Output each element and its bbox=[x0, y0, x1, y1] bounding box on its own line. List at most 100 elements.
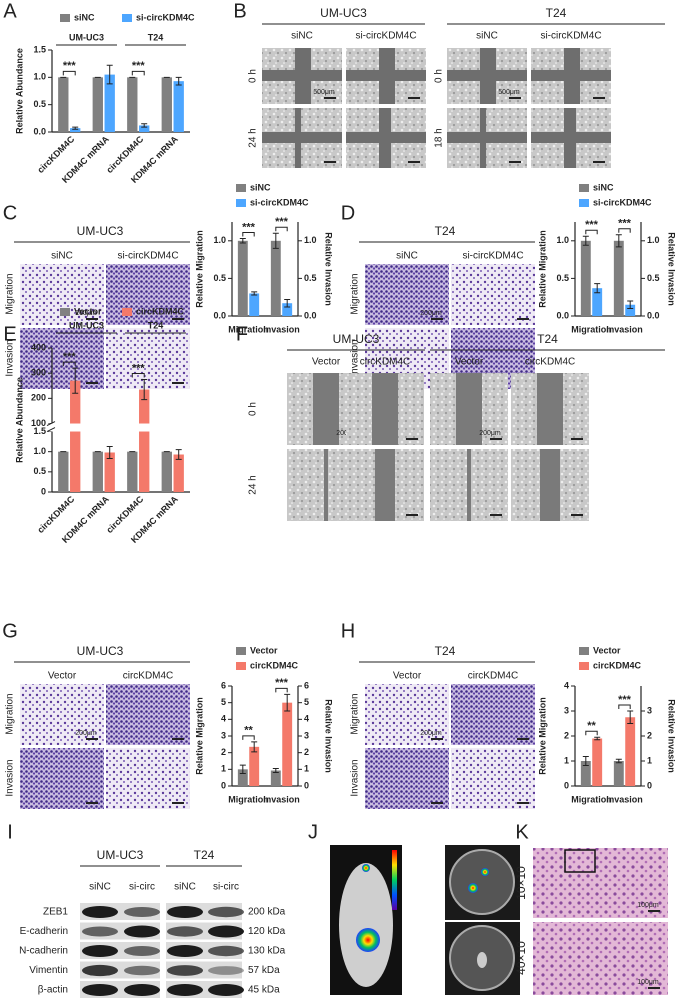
bar bbox=[613, 240, 624, 316]
legend-label: si-circKDM4C bbox=[250, 197, 309, 207]
image bbox=[451, 748, 535, 809]
significance-bracket bbox=[131, 372, 145, 378]
signal bbox=[481, 868, 489, 876]
error-bar bbox=[582, 235, 589, 246]
y-tick-label: 400 bbox=[31, 342, 46, 352]
break-mark bbox=[46, 427, 56, 432]
column-label: circKDM4C bbox=[468, 671, 519, 682]
legend-swatch bbox=[236, 647, 246, 655]
band bbox=[167, 926, 203, 937]
wound-gap bbox=[456, 373, 482, 445]
label: Relative Migration bbox=[537, 230, 547, 308]
error-bar bbox=[106, 445, 113, 460]
label: Migration bbox=[5, 693, 16, 734]
x-tick-label: Invasion bbox=[606, 794, 643, 804]
y2-tick-label: 5 bbox=[304, 697, 309, 707]
x-tick-label: Invasion bbox=[263, 324, 300, 334]
bar bbox=[92, 451, 103, 492]
wound-gap bbox=[531, 132, 611, 143]
tissue bbox=[477, 952, 487, 968]
panel-letter: C bbox=[3, 202, 17, 224]
band bbox=[124, 946, 160, 956]
bar bbox=[161, 451, 172, 492]
image bbox=[20, 328, 104, 389]
label: UM-UC3 bbox=[333, 332, 380, 346]
column-label: si-circKDM4C bbox=[355, 31, 416, 42]
column-label: siNC bbox=[89, 882, 111, 893]
y2-tick-label: 0.5 bbox=[647, 273, 660, 283]
axis-break bbox=[47, 423, 191, 432]
column-label: siNC bbox=[396, 251, 418, 262]
label: 40×10 bbox=[514, 941, 528, 975]
wound-gap bbox=[467, 449, 471, 521]
y-tick-label: 0.5 bbox=[213, 273, 226, 283]
bar bbox=[104, 452, 115, 492]
significance-bracket bbox=[618, 704, 631, 709]
label: Relative Invasion bbox=[667, 699, 677, 773]
y-tick-label: 4 bbox=[221, 714, 226, 724]
label: Relative Abundance bbox=[14, 48, 24, 134]
band bbox=[82, 945, 118, 957]
label: Relative Invasion bbox=[667, 232, 677, 306]
bar bbox=[237, 240, 248, 316]
label: Relative Migration bbox=[537, 697, 547, 775]
error-bar bbox=[594, 736, 601, 741]
wound-gap bbox=[313, 373, 339, 445]
bar bbox=[139, 389, 150, 492]
error-bar bbox=[284, 693, 291, 712]
wound-gap bbox=[346, 70, 426, 81]
panel-letter: G bbox=[2, 620, 18, 642]
legend-label: siNC bbox=[250, 182, 271, 192]
error-bar bbox=[141, 378, 148, 401]
x-tick-label: Invasion bbox=[263, 794, 300, 804]
column-label: Vector bbox=[312, 357, 341, 368]
y-tick-label: 0 bbox=[41, 486, 46, 496]
y-tick-label: 1 bbox=[221, 764, 226, 774]
band bbox=[82, 964, 118, 977]
wound-gap bbox=[262, 132, 342, 143]
zoom-box bbox=[564, 849, 596, 873]
significance: *** bbox=[242, 221, 256, 233]
error-bar bbox=[72, 126, 79, 130]
y-tick-label: 1.0 bbox=[556, 235, 569, 245]
legend-label: circKDM4C bbox=[136, 306, 185, 316]
bar bbox=[282, 702, 293, 786]
y2-tick-label: 3 bbox=[304, 730, 309, 740]
wound-gap bbox=[262, 70, 342, 81]
label: UM-UC3 bbox=[77, 224, 124, 238]
image bbox=[106, 684, 190, 745]
label: T24 bbox=[546, 6, 567, 20]
column-label: si-circKDM4C bbox=[117, 251, 178, 262]
y-tick-label: 2 bbox=[221, 747, 226, 757]
band bbox=[208, 906, 244, 918]
error-bar bbox=[141, 123, 148, 128]
bar bbox=[625, 717, 636, 786]
group-label: T24 bbox=[148, 32, 164, 42]
scale-label: 100μm bbox=[637, 902, 659, 909]
bar bbox=[592, 738, 603, 786]
error-bar bbox=[239, 764, 246, 774]
label: Relative Migration bbox=[194, 697, 204, 775]
y-tick-label: 1.0 bbox=[213, 235, 226, 245]
column-label: siNC bbox=[476, 31, 498, 42]
image bbox=[106, 264, 190, 325]
significance: ** bbox=[244, 725, 253, 737]
image bbox=[451, 684, 535, 745]
image bbox=[365, 684, 449, 745]
scale-label: 500μm bbox=[498, 89, 520, 96]
band bbox=[124, 907, 160, 917]
legend-swatch bbox=[122, 14, 132, 22]
significance: *** bbox=[132, 60, 146, 72]
group-label: UM-UC3 bbox=[69, 32, 104, 42]
legend-label: si-circKDM4C bbox=[136, 12, 195, 22]
scale-label: 200μm bbox=[75, 730, 97, 737]
break-mark bbox=[46, 421, 56, 426]
bar bbox=[580, 761, 591, 786]
legend-swatch bbox=[579, 184, 589, 192]
y-tick-label: 6 bbox=[221, 680, 226, 690]
label: N-cadherin bbox=[19, 946, 68, 957]
panel-letter: D bbox=[341, 202, 355, 224]
label: 120 kDa bbox=[248, 926, 286, 937]
y-tick-label: 0 bbox=[221, 780, 226, 790]
signal bbox=[362, 864, 370, 872]
